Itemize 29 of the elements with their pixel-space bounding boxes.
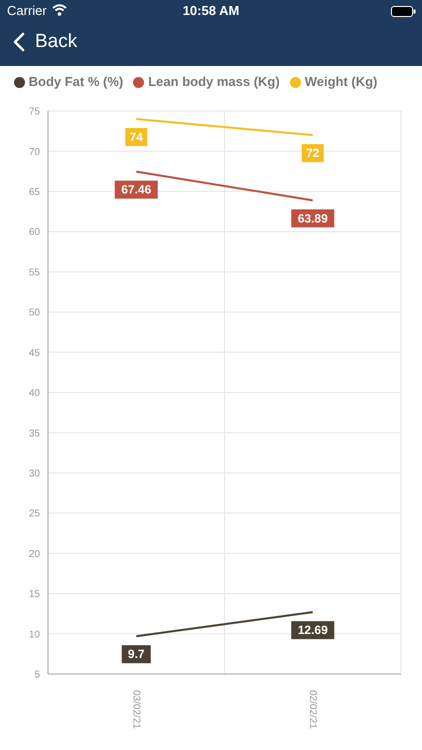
y-tick-label: 70 [28, 146, 40, 158]
data-label: 72 [306, 146, 320, 160]
text: Back [35, 31, 78, 53]
y-tick-label: 60 [28, 227, 40, 238]
data-label: 63.89 [298, 211, 328, 226]
data-label: 67.46 [121, 182, 152, 197]
text: Carrier [7, 3, 47, 18]
y-tick-label: 50 [28, 308, 40, 319]
y-tick-label: 40 [28, 388, 40, 400]
data-label: 9.7 [128, 647, 145, 662]
y-tick-label: 5 [34, 670, 40, 681]
y-tick-label: 10 [28, 629, 40, 640]
y-tick-label: 45 [28, 348, 40, 359]
y-tick-label: 65 [28, 186, 40, 198]
y-tick-label: 25 [28, 508, 40, 520]
y-tick-label: 30 [28, 468, 40, 480]
x-tick-label: 02/02/21 [307, 690, 318, 730]
legend-label: Lean body mass (Kg) [148, 74, 280, 89]
y-tick-label: 55 [28, 267, 40, 278]
y-tick-label: 75 [28, 106, 40, 118]
y-tick-label: 20 [28, 548, 40, 560]
legend-label: Body Fat % (%) [28, 74, 124, 89]
data-label: 12.69 [298, 623, 328, 638]
legend-label: Weight (Kg) [304, 74, 378, 89]
y-tick-label: 15 [28, 589, 40, 600]
text: 10:58 AM [182, 3, 240, 18]
x-tick-label: 03/02/21 [130, 690, 142, 730]
y-tick-label: 35 [28, 428, 40, 440]
data-label: 74 [130, 130, 144, 144]
